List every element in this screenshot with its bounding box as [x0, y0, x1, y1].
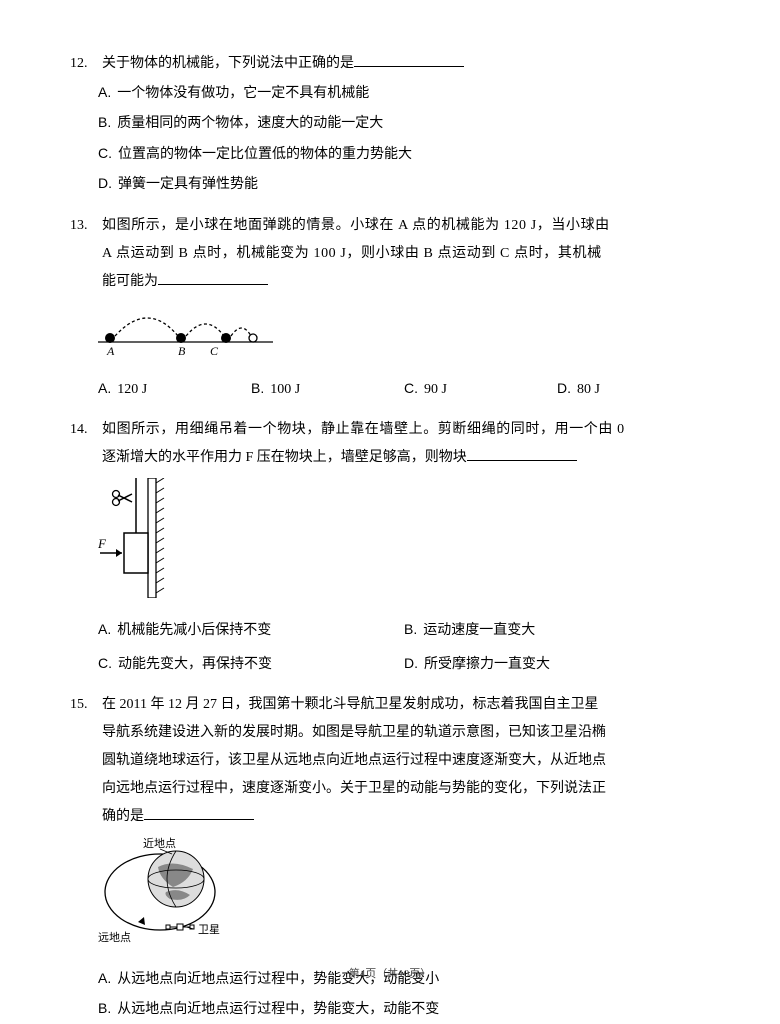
opt-text: 90 J [424, 382, 447, 397]
q14-opt-c: C. 动能先变大，再保持不变 [98, 649, 404, 679]
q15-stem-line5: 确的是 [70, 803, 710, 831]
question-14: 14. 如图所示，用细绳吊着一个物块，静止靠在墙壁上。剪断细绳的同时，用一个由 … [70, 416, 710, 679]
opt-label: B. [251, 380, 264, 396]
blank [158, 271, 268, 285]
q15-stem-line2: 导航系统建设进入新的发展时期。如图是导航卫星的轨道示意图，已知该卫星沿椭 [70, 719, 710, 747]
q14-stem-line2: 逐渐增大的水平作用力 F 压在物块上，墙壁足够高，则物块 [70, 444, 710, 472]
opt-text: 机械能先减小后保持不变 [117, 623, 271, 638]
q14-stem-line2-text: 逐渐增大的水平作用力 F 压在物块上，墙壁足够高，则物块 [102, 450, 467, 465]
block-wall-diagram: F [98, 478, 188, 598]
opt-label: B. [98, 114, 111, 130]
opt-text: 位置高的物体一定比位置低的物体的重力势能大 [118, 147, 412, 162]
question-12: 12. 关于物体的机械能，下列说法中正确的是 A. 一个物体没有做功，它一定不具有… [70, 50, 710, 200]
q15-stem-line3: 圆轨道绕地球运行，该卫星从远地点向近地点运行过程中速度逐渐变大，从近地点 [70, 747, 710, 775]
opt-label: A. [98, 380, 111, 396]
opt-label: A. [98, 621, 111, 637]
opt-text: 动能先变大，再保持不变 [118, 657, 272, 672]
fig-label-far: 远地点 [98, 931, 131, 944]
q13-opt-b: B. 100 J [251, 374, 404, 404]
blank [144, 806, 254, 820]
q12-number: 12. [70, 50, 102, 78]
q13-stem-line2: A 点运动到 B 点时，机械能变为 100 J，则小球由 B 点运动到 C 点时… [70, 240, 710, 268]
opt-text: 运动速度一直变大 [423, 623, 535, 638]
q12-opt-d: D. 弹簧一定具有弹性势能 [98, 169, 710, 199]
fig-label-f: F [98, 536, 107, 551]
opt-label: B. [98, 1000, 111, 1016]
satellite-orbit-diagram: 近地点 远地点 卫星 [98, 837, 248, 947]
page-footer: 第4页（共10页） [0, 965, 780, 981]
opt-label: D. [404, 655, 418, 671]
q13-options: A. 120 J B. 100 J C. 90 J D. 80 J [70, 374, 710, 404]
q13-stem-line3-text: 能可能为 [102, 274, 158, 289]
q15-number: 15. [70, 691, 102, 719]
fig-label-c: C [210, 344, 219, 357]
opt-text: 所受摩擦力一直变大 [424, 657, 550, 672]
q12-opt-b: B. 质量相同的两个物体，速度大的动能一定大 [98, 108, 710, 138]
opt-text: 质量相同的两个物体，速度大的动能一定大 [117, 116, 383, 131]
q15-stem-line4: 向远地点运行过程中，速度逐渐变小。关于卫星的动能与势能的变化，下列说法正 [70, 775, 710, 803]
q14-stem-line1: 如图所示，用细绳吊着一个物块，静止靠在墙壁上。剪断细绳的同时，用一个由 0 [102, 416, 710, 444]
q14-opt-a: A. 机械能先减小后保持不变 [98, 615, 404, 645]
q13-stem-line3: 能可能为 [70, 268, 710, 296]
opt-label: A. [98, 84, 111, 100]
fig-label-a: A [106, 344, 115, 357]
q13-figure: A B C [70, 302, 710, 368]
q13-stem-line1: 如图所示，是小球在地面弹跳的情景。小球在 A 点的机械能为 120 J，当小球由 [102, 212, 710, 240]
fig-label-sat: 卫星 [198, 923, 220, 936]
q15-figure: 近地点 远地点 卫星 [70, 837, 710, 958]
q12-stem: 关于物体的机械能，下列说法中正确的是 [102, 50, 710, 78]
q14-options: A. 机械能先减小后保持不变 B. 运动速度一直变大 C. 动能先变大，再保持不变 D… [70, 615, 710, 679]
blank [354, 53, 464, 67]
q13-opt-d: D. 80 J [557, 374, 710, 404]
opt-label: C. [404, 380, 418, 396]
opt-label: D. [98, 175, 112, 191]
q12-opt-a: A. 一个物体没有做功，它一定不具有机械能 [98, 78, 710, 108]
opt-text: 120 J [117, 382, 147, 397]
q13-opt-c: C. 90 J [404, 374, 557, 404]
q13-opt-a: A. 120 J [98, 374, 251, 404]
q14-opt-b: B. 运动速度一直变大 [404, 615, 710, 645]
opt-text: 80 J [577, 382, 600, 397]
q12-options: A. 一个物体没有做功，它一定不具有机械能 B. 质量相同的两个物体，速度大的动能一… [70, 78, 710, 200]
q14-figure: F [70, 478, 710, 609]
q15-stem-line5-text: 确的是 [102, 809, 144, 824]
fig-label-b: B [178, 344, 186, 357]
opt-text: 从远地点向近地点运行过程中，势能变大，动能不变 [117, 1002, 439, 1017]
opt-text: 100 J [270, 382, 300, 397]
blank [467, 447, 577, 461]
opt-label: D. [557, 380, 571, 396]
q13-number: 13. [70, 212, 102, 240]
q14-number: 14. [70, 416, 102, 444]
q12-opt-c: C. 位置高的物体一定比位置低的物体的重力势能大 [98, 139, 710, 169]
bouncing-ball-diagram: A B C [98, 302, 273, 357]
opt-text: 一个物体没有做功，它一定不具有机械能 [117, 86, 369, 101]
q15-stem-line1: 在 2011 年 12 月 27 日，我国第十颗北斗导航卫星发射成功，标志着我国… [102, 691, 710, 719]
opt-label: C. [98, 145, 112, 161]
opt-text: 弹簧一定具有弹性势能 [118, 177, 258, 192]
question-13: 13. 如图所示，是小球在地面弹跳的情景。小球在 A 点的机械能为 120 J，… [70, 212, 710, 404]
q12-stem-text: 关于物体的机械能，下列说法中正确的是 [102, 56, 354, 71]
q14-opt-d: D. 所受摩擦力一直变大 [404, 649, 710, 679]
opt-label: B. [404, 621, 417, 637]
opt-label: C. [98, 655, 112, 671]
fig-label-near: 近地点 [143, 837, 176, 850]
